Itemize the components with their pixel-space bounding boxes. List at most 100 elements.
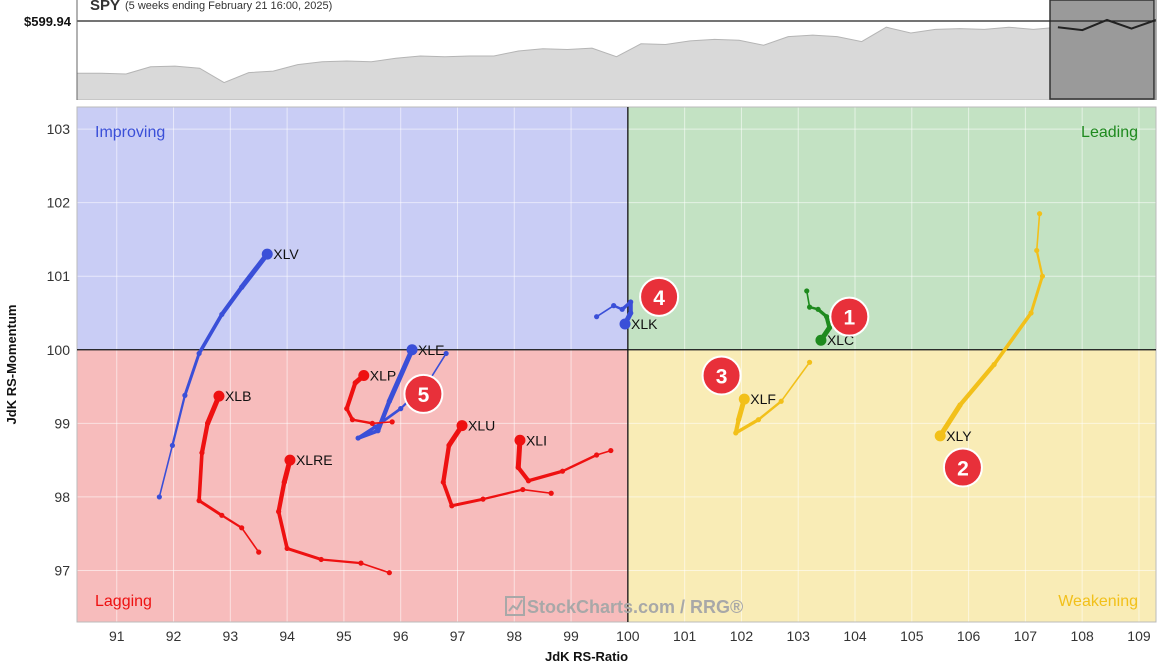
quadrant-weakening-bg: [627, 349, 1156, 622]
tail-segment: [220, 514, 243, 529]
badge-number: 3: [716, 366, 728, 389]
quadrant-label-leading: Leading: [1081, 124, 1138, 141]
head-point: [456, 420, 468, 432]
tail-point: [957, 402, 963, 408]
symbol-label: XLI: [526, 432, 547, 448]
tail-point: [824, 314, 830, 320]
symbol-label: XLB: [225, 388, 251, 404]
series-xlk: XLK: [594, 299, 658, 332]
tail-point: [735, 417, 742, 423]
benchmark-symbol: SPY: [90, 0, 120, 14]
tail-segment: [595, 304, 615, 318]
badge-number: 4: [653, 287, 665, 310]
x-tick-label: 95: [336, 628, 352, 644]
head-point: [284, 454, 296, 466]
symbol-label: XLV: [273, 246, 299, 262]
tail-segment: [375, 399, 392, 433]
tail-segment: [481, 488, 524, 501]
x-tick-label: 93: [223, 628, 239, 644]
head-point: [934, 430, 946, 442]
annotation-badge: 3: [701, 355, 742, 396]
x-tick-label: 102: [730, 628, 754, 644]
tail-point: [386, 570, 392, 576]
tail-segment: [521, 488, 552, 495]
quadrant-label-lagging: Lagging: [95, 593, 152, 610]
x-tick-label: 97: [450, 628, 466, 644]
tail-segment: [239, 251, 270, 290]
tail-point: [398, 406, 404, 412]
tail-segment: [240, 527, 260, 553]
plot-border: [76, 106, 1157, 623]
annotation-badges: 1 2 3 4 5: [403, 276, 983, 488]
watermark-text: StockCharts.com / RRG®: [527, 597, 743, 617]
tail-point: [594, 314, 600, 320]
badge-number: 2: [957, 458, 969, 481]
tail-point: [619, 306, 625, 312]
quadrant-leading-bg: [627, 107, 1156, 350]
x-tick-label: 104: [843, 628, 867, 644]
tail-segment: [441, 480, 454, 508]
series-xlre: XLRE: [276, 452, 392, 576]
tail-point: [594, 452, 600, 458]
tail-segment: [320, 558, 363, 565]
symbol-label: XLE: [418, 342, 444, 358]
head-point: [514, 434, 526, 446]
tail-point: [196, 350, 202, 357]
gridlines: [76, 106, 1157, 623]
tail-segment: [171, 394, 187, 447]
series-xlp: XLP: [344, 368, 396, 426]
tail-point: [733, 430, 739, 436]
tail-segment: [1035, 249, 1044, 278]
tail-point: [559, 468, 566, 474]
tail-point: [611, 303, 617, 309]
tail-point: [755, 417, 762, 423]
tail-segment: [450, 497, 485, 508]
tail-segment: [757, 400, 783, 421]
benchmark-last-price: $599.94: [24, 14, 72, 29]
x-tick-label: 103: [787, 628, 811, 644]
x-tick-label: 106: [957, 628, 981, 644]
tail-point: [806, 359, 813, 365]
tail-segment: [276, 480, 287, 514]
benchmark-panel: SPY (5 weeks ending February 21 16:00, 2…: [0, 0, 1170, 101]
tail-point: [389, 419, 395, 425]
tail-point: [1036, 211, 1043, 217]
quadrant-improving-bg: [77, 107, 628, 350]
benchmark-window-highlight[interactable]: [1049, 0, 1155, 100]
badge-number: 5: [418, 384, 430, 407]
x-tick-label: 92: [166, 628, 182, 644]
benchmark-highlight-line: [1057, 18, 1157, 32]
tail-point: [156, 494, 162, 500]
tail-point: [608, 447, 614, 454]
tail-point: [372, 424, 378, 430]
tail-point: [239, 525, 245, 531]
x-tick-label: 105: [900, 628, 924, 644]
series-xle: XLE: [355, 342, 449, 441]
tail-point: [358, 560, 364, 566]
tail-segment: [344, 380, 358, 411]
tail-segment: [285, 546, 323, 561]
y-tick-label: 102: [47, 195, 71, 211]
tail-point: [806, 304, 813, 310]
annotation-badge: 5: [403, 373, 444, 414]
tail-point: [169, 442, 176, 449]
tail-segment: [356, 428, 380, 441]
tail-point: [182, 392, 188, 398]
tail-segment: [1029, 274, 1044, 315]
tail-segment: [197, 312, 224, 356]
symbol-label: XLY: [946, 428, 972, 444]
tail-segment: [561, 453, 598, 473]
benchmark-period: (5 weeks ending February 21 16:00, 2025): [125, 0, 332, 12]
tail-segment: [197, 499, 224, 517]
tail-point: [826, 325, 833, 331]
tail-segment: [371, 421, 393, 425]
tail-point: [1039, 273, 1046, 279]
tail-segment: [992, 311, 1033, 367]
quadrant-backgrounds: [77, 107, 1156, 622]
badge-circle: [942, 447, 983, 488]
head-point: [619, 318, 631, 330]
benchmark-chart: SPY (5 weeks ending February 21 16:00, 2…: [24, 0, 1157, 101]
watermark: StockCharts.com / RRG®: [505, 596, 743, 617]
